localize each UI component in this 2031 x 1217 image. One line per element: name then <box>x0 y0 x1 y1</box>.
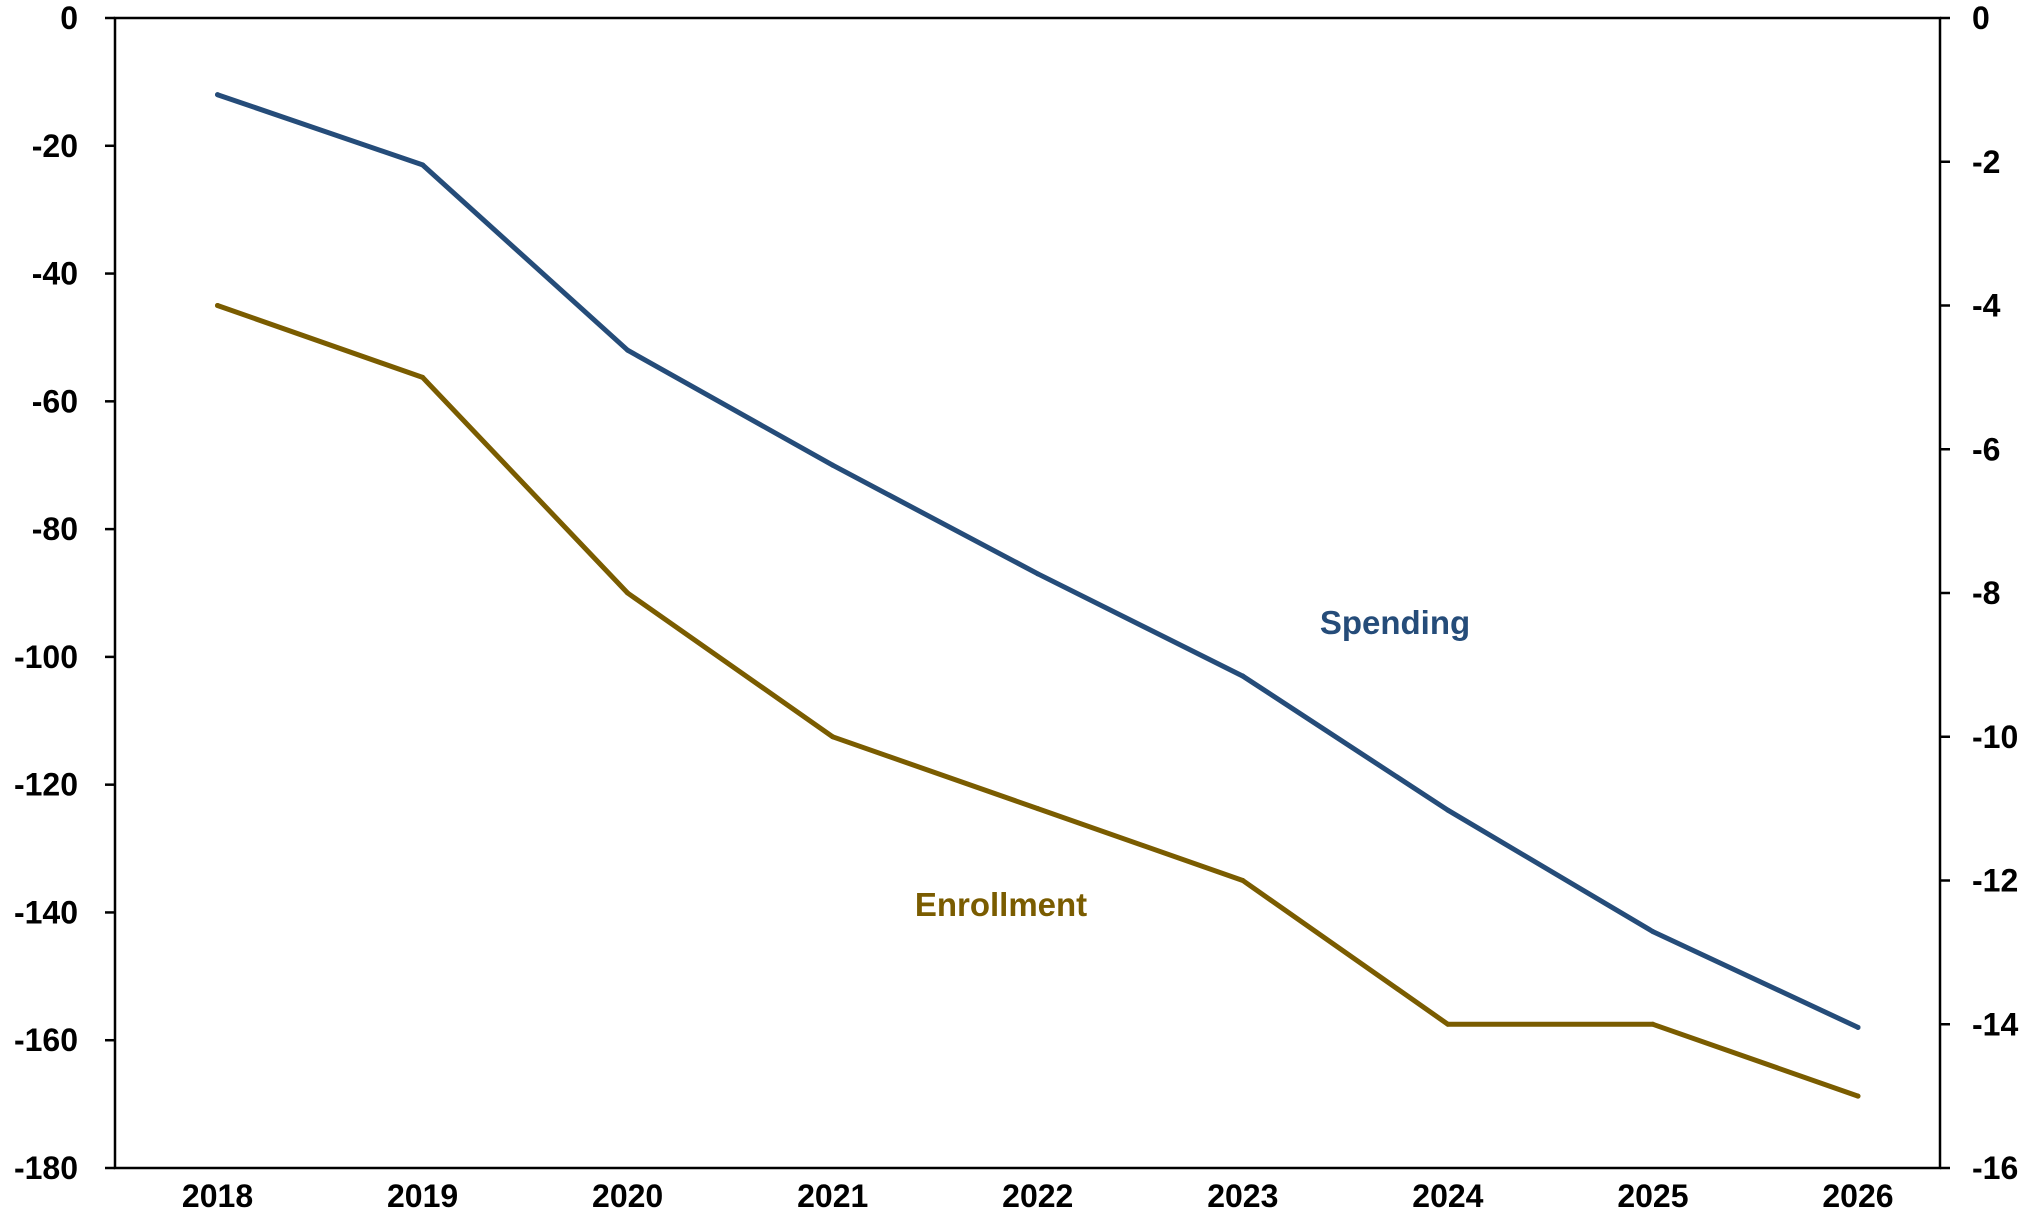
left-tick-label: -160 <box>14 1022 78 1058</box>
x-tick-label: 2024 <box>1412 1178 1483 1214</box>
enrollment-data-point <box>1650 1021 1656 1027</box>
spending-data-point <box>1240 673 1246 679</box>
enrollment-data-point <box>1035 806 1041 812</box>
right-tick-label: -4 <box>1972 288 2001 324</box>
right-tick-label: -12 <box>1972 863 2018 899</box>
enrollment-data-point <box>215 303 221 308</box>
left-tick-label: -20 <box>32 128 78 164</box>
left-tick-label: -60 <box>32 383 78 419</box>
right-tick-label: -16 <box>1972 1150 2018 1186</box>
x-tick-label: 2025 <box>1617 1178 1688 1214</box>
x-tick-label: 2021 <box>797 1178 868 1214</box>
right-tick-label: -14 <box>1972 1006 2018 1042</box>
spending-series-label: Spending <box>1320 604 1470 641</box>
enrollment-data-point <box>1445 1021 1451 1027</box>
right-y-axis: 0 -2 -4 -6 -8 -10 -12 -14 -16 <box>1940 0 2018 1186</box>
spending-data-point <box>420 162 426 168</box>
enrollment-data-point <box>830 734 836 740</box>
series-layer <box>215 92 1861 1099</box>
left-y-axis: 0 -20 -40 -60 -80 -100 -120 -140 -160 -180 <box>14 0 115 1186</box>
spending-data-point <box>625 347 631 353</box>
enrollment-series-label: Enrollment <box>915 886 1087 923</box>
x-tick-label: 2018 <box>182 1178 253 1214</box>
spending-data-point <box>1855 1024 1861 1030</box>
right-tick-label: -2 <box>1972 144 2000 180</box>
plot-area-frame <box>113 16 1942 1170</box>
left-tick-label: -80 <box>32 511 78 547</box>
left-tick-label: 0 <box>60 0 78 36</box>
right-tick-label: -6 <box>1972 431 2000 467</box>
x-tick-label: 2022 <box>1002 1178 1073 1214</box>
left-tick-label: -40 <box>32 256 78 292</box>
spending-data-point <box>1650 929 1656 935</box>
right-tick-label: -10 <box>1972 719 2018 755</box>
left-tick-label: -140 <box>14 894 78 930</box>
x-tick-label: 2019 <box>387 1178 458 1214</box>
spending-data-point <box>830 462 836 468</box>
enrollment-series-line <box>215 303 1861 1099</box>
enrollment-data-point <box>625 590 631 596</box>
x-tick-label: 2026 <box>1822 1178 1893 1214</box>
x-tick-label: 2023 <box>1207 1178 1278 1214</box>
enrollment-data-point <box>420 374 426 380</box>
enrollment-data-point <box>1240 878 1246 883</box>
left-tick-label: -100 <box>14 639 78 675</box>
right-tick-label: -8 <box>1972 575 2000 611</box>
x-tick-label: 2020 <box>592 1178 663 1214</box>
enrollment-data-point <box>1855 1093 1861 1099</box>
spending-data-point <box>1445 807 1451 813</box>
right-tick-label: 0 <box>1972 0 1990 36</box>
left-tick-label: -120 <box>14 767 78 803</box>
spending-data-point <box>1035 571 1041 577</box>
spending-data-point <box>215 92 221 98</box>
left-tick-label: -180 <box>14 1150 78 1186</box>
x-axis: 2018 2019 2020 2021 2022 2023 2024 2025 2026 <box>182 1178 1894 1214</box>
